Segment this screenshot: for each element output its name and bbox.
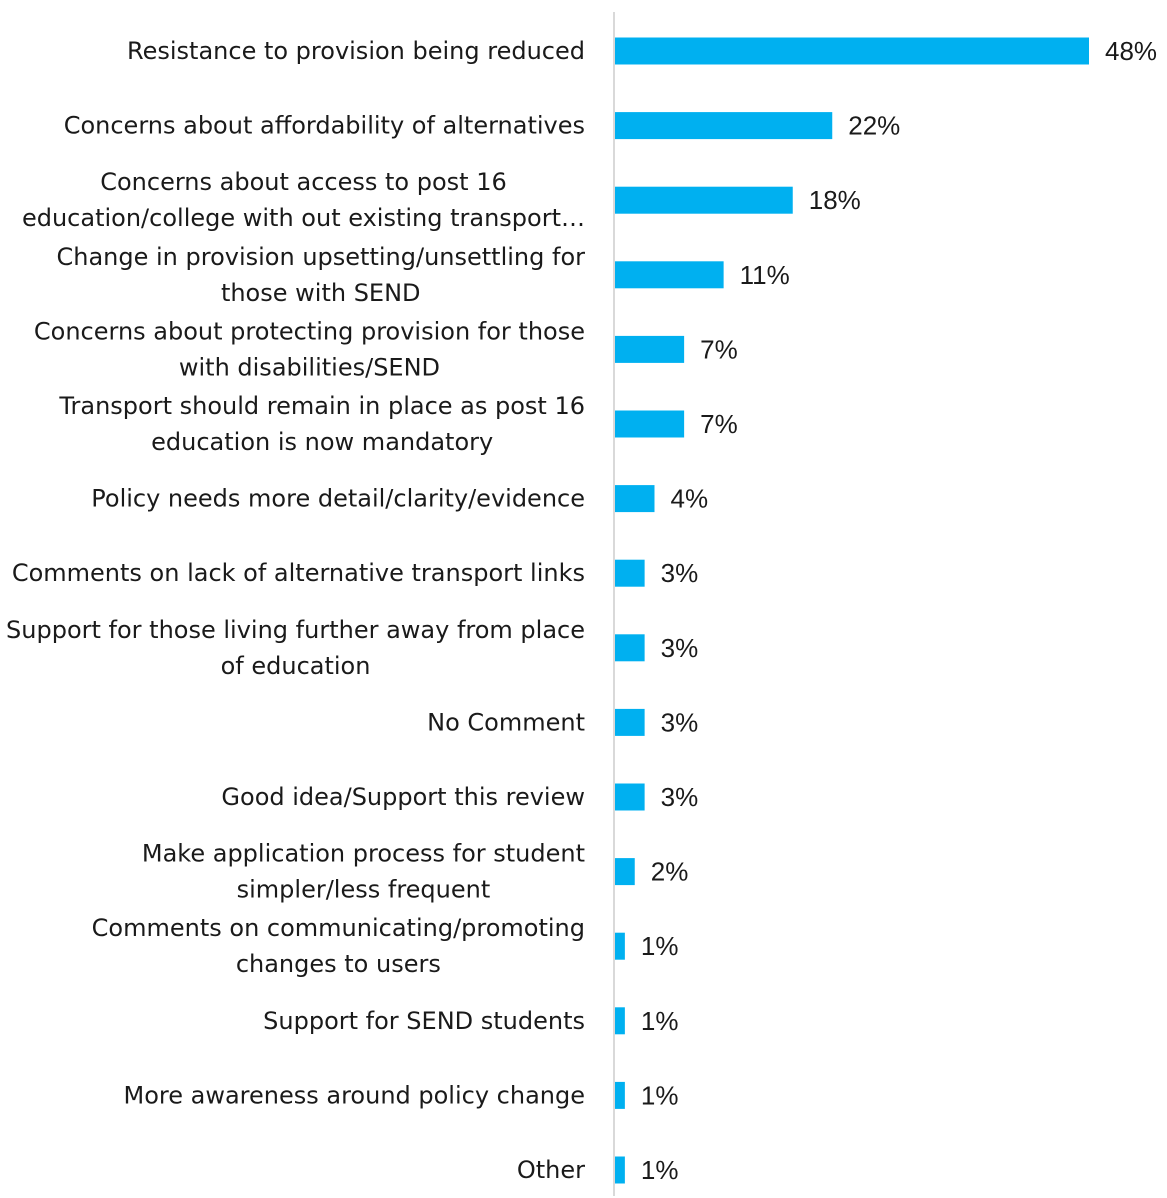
value-labels-group: 48% 22% 18% 11% 7% 7% 4% 3% 3% 3% 3% 2% 1% 1% 1% 1% — [641, 36, 1157, 1185]
category-label: Concerns about access to post 16 — [100, 168, 507, 196]
category-label: Support for those living further away fr… — [6, 616, 585, 644]
category-label: Make application process for student — [142, 840, 585, 868]
bar — [615, 112, 833, 140]
value-label: 22% — [848, 111, 900, 141]
value-label: 1% — [641, 1006, 679, 1036]
bar — [615, 559, 645, 587]
category-label: Concerns about protecting provision for … — [34, 317, 585, 345]
category-label: education/college with out existing tran… — [22, 204, 585, 232]
bar — [615, 1007, 625, 1035]
value-label: 1% — [641, 1155, 679, 1185]
bar — [615, 485, 655, 513]
category-label: Transport should remain in place as post… — [58, 392, 585, 420]
category-label: with disabilities/SEND — [179, 353, 440, 381]
value-label: 1% — [641, 1080, 679, 1110]
category-label: Comments on communicating/promoting — [92, 914, 585, 942]
category-label: changes to users — [236, 950, 441, 978]
category-label: Support for SEND students — [263, 1007, 585, 1035]
category-label: More awareness around policy change — [123, 1081, 585, 1109]
bar — [615, 410, 685, 438]
value-label: 3% — [661, 558, 699, 588]
value-label: 3% — [661, 707, 699, 737]
category-label: Concerns about affordability of alternat… — [64, 112, 585, 140]
bar — [615, 186, 793, 214]
category-label: Other — [517, 1156, 585, 1184]
category-label: Comments on lack of alternative transpor… — [12, 559, 585, 587]
value-label: 48% — [1105, 36, 1157, 66]
value-label: 7% — [700, 334, 738, 364]
category-label: Resistance to provision being reduced — [127, 37, 585, 65]
category-label: education is now mandatory — [151, 428, 493, 456]
category-label: Policy needs more detail/clarity/evidenc… — [91, 485, 585, 513]
bar — [615, 783, 645, 811]
value-label: 3% — [661, 782, 699, 812]
category-labels-group: Resistance to provision being reduced Con… — [6, 37, 585, 1184]
category-label: Change in provision upsetting/unsettling… — [56, 243, 585, 271]
bar — [615, 335, 685, 363]
bar — [615, 37, 1089, 65]
bar — [615, 634, 645, 662]
value-label: 11% — [740, 260, 790, 290]
bar — [615, 261, 724, 289]
bars-group — [615, 37, 1089, 1184]
bar — [615, 1156, 625, 1184]
bar — [615, 708, 645, 736]
bar — [615, 858, 635, 886]
value-label: 18% — [809, 185, 861, 215]
value-label: 7% — [700, 409, 738, 439]
category-label: simpler/less frequent — [237, 876, 491, 904]
value-label: 1% — [641, 931, 679, 961]
bar — [615, 932, 625, 960]
category-label: No Comment — [427, 708, 585, 736]
bar — [615, 1081, 625, 1109]
value-label: 4% — [671, 484, 709, 514]
category-label: those with SEND — [221, 279, 421, 307]
value-label: 3% — [661, 633, 699, 663]
category-label: of education — [221, 652, 371, 680]
value-label: 2% — [651, 857, 689, 887]
category-label: Good idea/Support this review — [221, 783, 585, 811]
